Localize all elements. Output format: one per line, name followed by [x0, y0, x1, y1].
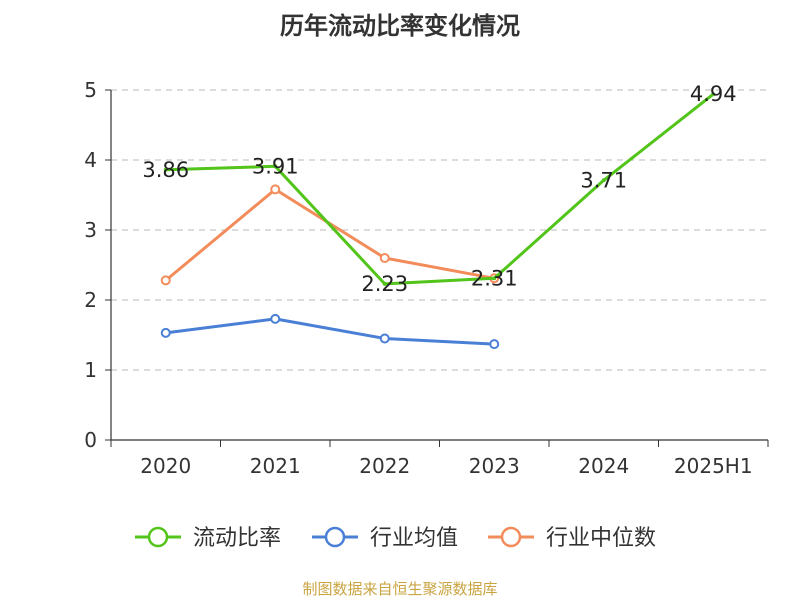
- legend-label: 行业中位数: [546, 526, 656, 551]
- legend-swatch-marker: [324, 526, 346, 548]
- data-labels: 3.86 3.91 2.23 2.31 3.71 4.94: [142, 82, 736, 296]
- y-tick-label: 2: [84, 288, 97, 312]
- chart-title: 历年流动比率变化情况: [280, 12, 520, 40]
- data-label: 3.91: [252, 154, 299, 178]
- y-tick-label: 0: [84, 428, 97, 452]
- x-tick-label: 2020: [140, 454, 191, 478]
- series-lines: [160, 92, 716, 350]
- series-point: [163, 167, 168, 172]
- series-point: [601, 178, 606, 183]
- series-point: [711, 92, 716, 97]
- axes: 0 1 2 3 4 5 2020 2021 2022 2023 2024 2025H1: [84, 78, 769, 478]
- series-line: [164, 187, 495, 282]
- y-tick-label: 1: [84, 358, 97, 382]
- legend-label: 行业均值: [370, 526, 458, 551]
- y-tick-label: 5: [84, 78, 97, 102]
- x-tick-label: 2024: [578, 454, 629, 478]
- series-point: [160, 275, 171, 286]
- legend[interactable]: 流动比率 行业均值 行业中位数: [135, 526, 656, 551]
- series-line: [165, 317, 495, 346]
- y-tick-label: 4: [84, 148, 97, 172]
- data-label: 2.23: [361, 272, 408, 296]
- y-tick-label: 3: [84, 218, 97, 242]
- series-point: [382, 281, 387, 286]
- data-label: 3.71: [580, 168, 627, 192]
- x-tick-label: 2021: [250, 454, 301, 478]
- series-point: [489, 339, 500, 350]
- data-label: 3.86: [142, 158, 189, 182]
- legend-item[interactable]: 行业均值: [312, 526, 458, 551]
- data-label: 4.94: [690, 82, 737, 106]
- x-tick-label: 2023: [469, 454, 520, 478]
- series-point: [270, 313, 281, 324]
- legend-swatch-marker: [500, 526, 522, 548]
- legend-item[interactable]: 流动比率: [135, 526, 281, 551]
- legend-swatch-marker: [147, 526, 169, 548]
- series-point: [160, 327, 171, 338]
- series-point: [379, 333, 390, 344]
- series-point: [273, 164, 278, 169]
- legend-item[interactable]: 行业中位数: [488, 526, 656, 551]
- series-line: [165, 93, 715, 286]
- x-tick-label: 2025H1: [674, 454, 753, 478]
- source-footer: 制图数据来自恒生聚源数据库: [302, 580, 498, 598]
- data-label: 2.31: [471, 266, 518, 290]
- series-point: [492, 276, 497, 281]
- series-point: [270, 184, 281, 195]
- x-tick-label: 2022: [359, 454, 410, 478]
- legend-label: 流动比率: [193, 526, 281, 551]
- series-point: [379, 253, 390, 263]
